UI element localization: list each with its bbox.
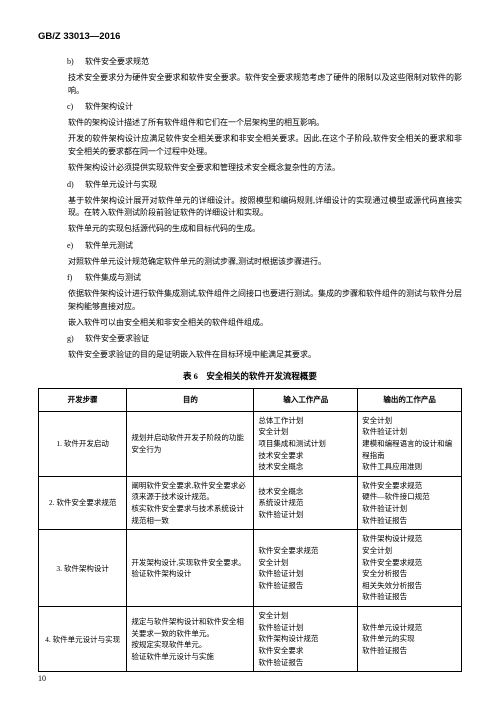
list-desc: 依据软件架构设计进行软件集成测试,软件组件之间接口也要进行测试。集成的步骤和软件… (38, 288, 462, 313)
cell-step: 4. 软件单元设计与实现 (39, 607, 127, 672)
doc-header: GB/Z 33013—2016 (38, 30, 462, 44)
list-title: 软件安全要求验证 (85, 334, 149, 343)
cell-objective: 开发架构设计,实现软件安全要求。验证软件架构设计 (127, 530, 254, 607)
cell-output: 软件架构设计规范安全计划软件安全要求规范安全分析报告相关失效分析报告软件验证报告 (358, 530, 462, 607)
list-item: e)软件单元测试 (38, 240, 462, 252)
cell-output: 软件安全要求规范硬件—软件接口规范软件验证计划软件验证报告 (358, 476, 462, 530)
list-title: 软件单元测试 (85, 241, 133, 250)
table-row: 3. 软件架构设计开发架构设计,实现软件安全要求。验证软件架构设计软件安全要求规… (39, 530, 462, 607)
list-desc: 软件单元的实现包括源代码的生成和目标代码的生成。 (38, 223, 462, 235)
table-row: 1. 软件开发启动规划并启动软件开发子阶段的功能安全行为总体工作计划安全计划项目… (39, 411, 462, 476)
cell-objective: 规划并启动软件开发子阶段的功能安全行为 (127, 411, 254, 476)
cell-step: 3. 软件架构设计 (39, 530, 127, 607)
list-item: b)软件安全要求规范 (38, 56, 462, 68)
cell-step: 1. 软件开发启动 (39, 411, 127, 476)
process-table: 开发步骤 目的 输入工作产品 输出的工作产品 1. 软件开发启动规划并启动软件开… (38, 388, 462, 672)
list-item: d)软件单元设计与实现 (38, 179, 462, 191)
list-label: d) (67, 179, 85, 191)
list-label: e) (67, 240, 85, 252)
list-label: f) (67, 272, 85, 284)
page-number: 10 (38, 673, 46, 685)
list-item: f)软件集成与测试 (38, 272, 462, 284)
col-step: 开发步骤 (39, 389, 127, 411)
cell-input: 技术安全概念系统设计规范软件验证计划 (254, 476, 358, 530)
cell-input: 安全计划软件验证计划软件架构设计规范软件安全要求软件验证报告 (254, 607, 358, 672)
col-input: 输入工作产品 (254, 389, 358, 411)
list-title: 软件安全要求规范 (85, 57, 149, 66)
table-title: 表 6 安全相关的软件开发流程概要 (38, 370, 462, 383)
list-label: g) (67, 333, 85, 345)
col-output: 输出的工作产品 (358, 389, 462, 411)
list-desc: 软件安全要求验证的目的是证明嵌入软件在目标环境中能满足其要求。 (38, 349, 462, 361)
list-title: 软件单元设计与实现 (85, 180, 157, 189)
list-title: 软件架构设计 (85, 102, 133, 111)
list-title: 软件集成与测试 (85, 273, 141, 282)
list-item: c)软件架构设计 (38, 101, 462, 113)
col-obj: 目的 (127, 389, 254, 411)
list-desc: 对照软件单元设计规范确定软件单元的测试步骤,测试时根据该步骤进行。 (38, 256, 462, 268)
cell-input: 软件安全要求规范安全计划软件验证计划软件验证报告 (254, 530, 358, 607)
cell-output: 软件单元设计规范软件单元的实现软件验证报告 (358, 607, 462, 672)
list-desc: 基于软件架构设计展开对软件单元的详细设计。按照模型和编码规则,详细设计的实现通过… (38, 195, 462, 220)
list-label: c) (67, 101, 85, 113)
list-item: g)软件安全要求验证 (38, 333, 462, 345)
list-desc: 开发的软件架构设计应满足软件安全相关要求和非安全相关要求。因此,在这个子阶段,软… (38, 133, 462, 158)
list-label: b) (67, 56, 85, 68)
cell-output: 安全计划软件验证计划建模和编程语言的设计和编程指南软件工具应用准则 (358, 411, 462, 476)
list-desc: 嵌入软件可以由安全相关和非安全相关的软件组件组成。 (38, 317, 462, 329)
list-desc: 技术安全要求分为硬件安全要求和软件安全要求。软件安全要求规范考虑了硬件的限制以及… (38, 72, 462, 97)
cell-step: 2. 软件安全要求规范 (39, 476, 127, 530)
list-desc: 软件的架构设计描述了所有软件组件和它们在一个层架构里的相互影响。 (38, 117, 462, 129)
table-row: 2. 软件安全要求规范阐明软件安全要求,软件安全要求必须来源于技术设计规范。核实… (39, 476, 462, 530)
list-desc: 软件架构设计必须提供实现软件安全要求和管理技术安全概念复杂性的方法。 (38, 162, 462, 174)
cell-objective: 阐明软件安全要求,软件安全要求必须来源于技术设计规范。核实软件安全要求与技术系统… (127, 476, 254, 530)
cell-input: 总体工作计划安全计划项目集成和测试计划技术安全要求技术安全概念 (254, 411, 358, 476)
content-list: b)软件安全要求规范技术安全要求分为硬件安全要求和软件安全要求。软件安全要求规范… (38, 56, 462, 361)
table-row: 4. 软件单元设计与实现规定与软件架构设计和软件安全相关要求一致的软件单元。按规… (39, 607, 462, 672)
cell-objective: 规定与软件架构设计和软件安全相关要求一致的软件单元。按规定实现软件单元。验证软件… (127, 607, 254, 672)
